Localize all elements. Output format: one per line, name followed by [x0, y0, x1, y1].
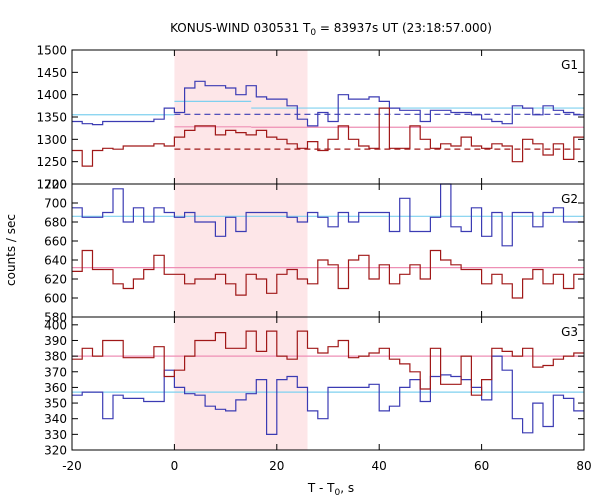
y-tick-label-g2: 620 [44, 273, 67, 287]
y-tick-label-g2: 640 [44, 254, 67, 268]
y-tick-label-g1: 1350 [36, 111, 67, 125]
y-tick-label-g1: 1300 [36, 133, 67, 147]
panel-g1 [72, 80, 584, 167]
y-tick-label-g1: 1250 [36, 155, 67, 169]
panel-label-g2: G2 [561, 192, 578, 206]
y-tick-label-g3: 350 [44, 397, 67, 411]
y-tick-label-g1: 1500 [36, 44, 67, 58]
x-tick-label: -20 [62, 459, 82, 473]
chart-title-prefix: KONUS-WIND 030531 T [170, 21, 311, 35]
x-tick-label: 0 [171, 459, 179, 473]
x-tick-label: 40 [372, 459, 387, 473]
panel-frame-g3 [71, 316, 585, 451]
panel-g2 [72, 183, 584, 299]
x-axis-label-subscript: 0 [335, 488, 341, 498]
series-g2-blue [72, 183, 584, 247]
y-tick-label-g3: 400 [44, 318, 67, 332]
series-g2-red [72, 249, 584, 299]
y-tick-label-g3: 320 [44, 444, 67, 458]
y-tick-label-g3: 340 [44, 412, 67, 426]
series-g1-red [72, 107, 584, 167]
y-tick-label-g2: 700 [44, 197, 67, 211]
y-tick-label-g2: 660 [44, 235, 67, 249]
series-g1-blue [72, 80, 584, 127]
y-tick-label-g2: 680 [44, 216, 67, 230]
chart-title: KONUS-WIND 030531 T0 = 83937s UT (23:18:… [170, 21, 492, 38]
y-tick-label-g3: 370 [44, 365, 67, 379]
chart-title-subscript: 0 [310, 28, 316, 38]
panel-label-g3: G3 [561, 325, 578, 339]
chart-title-suffix: = 83937s UT (23:18:57.000) [316, 21, 492, 35]
y-tick-label-g2: 720 [44, 178, 67, 192]
y-tick-label-g2: 600 [44, 292, 67, 306]
panel-g3 [72, 330, 584, 435]
x-axis-label-suffix: , s [340, 481, 354, 495]
y-tick-label-g1: 1450 [36, 66, 67, 80]
shaded-interval [174, 50, 308, 450]
y-tick-label-g1: 1200 [36, 178, 67, 192]
x-tick-label: 80 [576, 459, 591, 473]
axes-layer: 1200125013001350140014501500G15806006206… [36, 44, 591, 474]
series-g3-red [72, 330, 584, 396]
x-tick-label: 60 [474, 459, 489, 473]
y-tick-label-g1: 1400 [36, 88, 67, 102]
x-axis-label-prefix: T - T [307, 481, 335, 495]
y-axis-label: counts / sec [4, 214, 18, 286]
y-tick-label-g3: 360 [44, 381, 67, 395]
x-axis-label: T - T0, s [307, 481, 354, 498]
panel-label-g1: G1 [561, 58, 578, 72]
shaded-time-interval-layer [174, 50, 308, 450]
y-tick-label-g2: 580 [44, 311, 67, 325]
series-g3-blue [72, 355, 584, 435]
y-tick-label-g3: 330 [44, 428, 67, 442]
panel-frame-g2 [71, 183, 585, 318]
panels-layer [72, 80, 584, 435]
x-tick-label: 20 [269, 459, 284, 473]
y-tick-label-g3: 380 [44, 350, 67, 364]
y-tick-label-g3: 390 [44, 334, 67, 348]
